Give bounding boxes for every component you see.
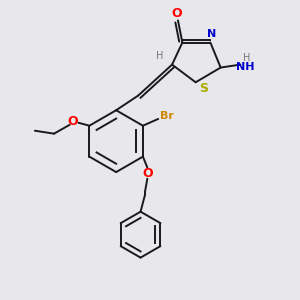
Text: O: O: [142, 167, 153, 180]
Text: S: S: [200, 82, 208, 95]
Text: O: O: [67, 115, 78, 128]
Text: NH: NH: [236, 62, 255, 72]
Text: O: O: [171, 7, 182, 20]
Text: H: H: [244, 53, 251, 63]
Text: H: H: [156, 51, 164, 61]
Text: N: N: [207, 29, 217, 39]
Text: Br: Br: [160, 111, 173, 121]
